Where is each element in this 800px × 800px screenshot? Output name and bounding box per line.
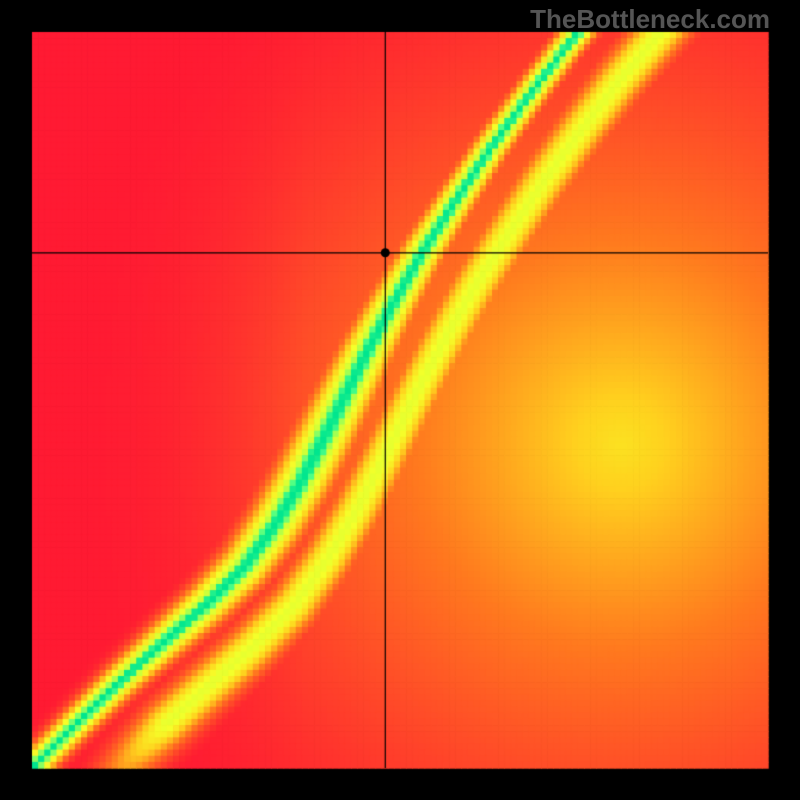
heatmap-canvas xyxy=(0,0,800,800)
stage: TheBottleneck.com xyxy=(0,0,800,800)
watermark-text: TheBottleneck.com xyxy=(530,4,770,35)
